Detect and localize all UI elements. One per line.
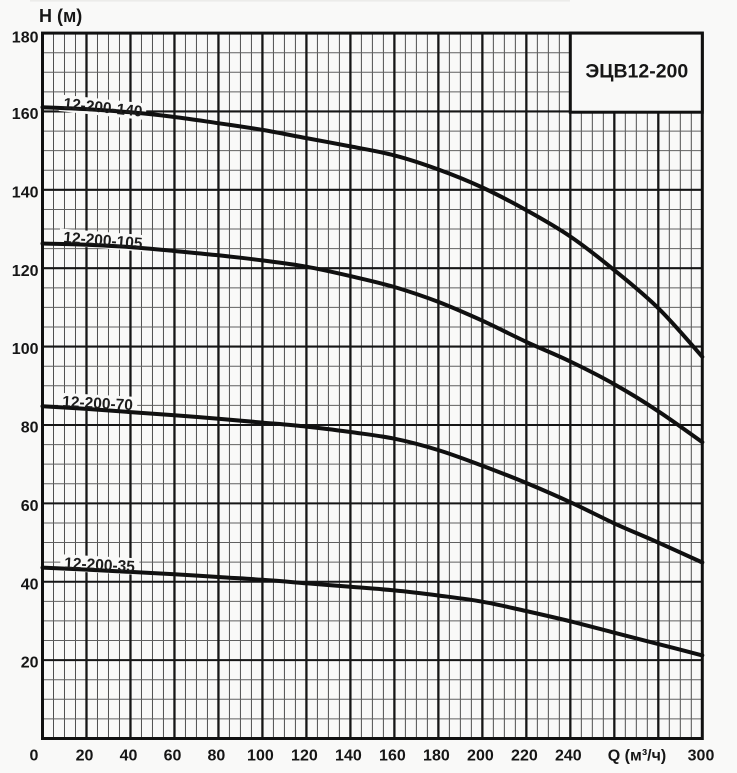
svg-text:0: 0 <box>30 748 39 765</box>
svg-text:80: 80 <box>21 420 39 437</box>
svg-text:200: 200 <box>467 748 494 765</box>
svg-text:Q (м³/ч): Q (м³/ч) <box>608 748 666 765</box>
svg-text:100: 100 <box>12 341 39 358</box>
svg-text:160: 160 <box>12 106 39 123</box>
svg-text:20: 20 <box>76 748 94 765</box>
svg-text:80: 80 <box>208 748 226 765</box>
svg-text:60: 60 <box>21 498 39 515</box>
svg-text:12-200-35: 12-200-35 <box>64 555 136 576</box>
svg-text:140: 140 <box>335 748 362 765</box>
svg-text:140: 140 <box>12 185 39 202</box>
svg-text:12-200-105: 12-200-105 <box>63 229 144 252</box>
svg-text:220: 220 <box>511 748 538 765</box>
svg-text:40: 40 <box>120 748 138 765</box>
svg-text:40: 40 <box>21 576 39 593</box>
svg-text:240: 240 <box>555 748 582 765</box>
svg-text:180: 180 <box>423 748 450 765</box>
svg-text:ЭЦВ12-200: ЭЦВ12-200 <box>585 61 688 83</box>
svg-text:20: 20 <box>21 655 39 672</box>
svg-text:60: 60 <box>164 748 182 765</box>
svg-text:100: 100 <box>247 748 274 765</box>
svg-text:H (м): H (м) <box>39 6 82 26</box>
svg-text:12-200-70: 12-200-70 <box>62 394 133 415</box>
svg-text:300: 300 <box>688 748 715 765</box>
svg-text:120: 120 <box>12 263 39 280</box>
svg-text:180: 180 <box>12 30 39 47</box>
svg-text:160: 160 <box>379 748 406 765</box>
svg-text:120: 120 <box>291 748 318 765</box>
